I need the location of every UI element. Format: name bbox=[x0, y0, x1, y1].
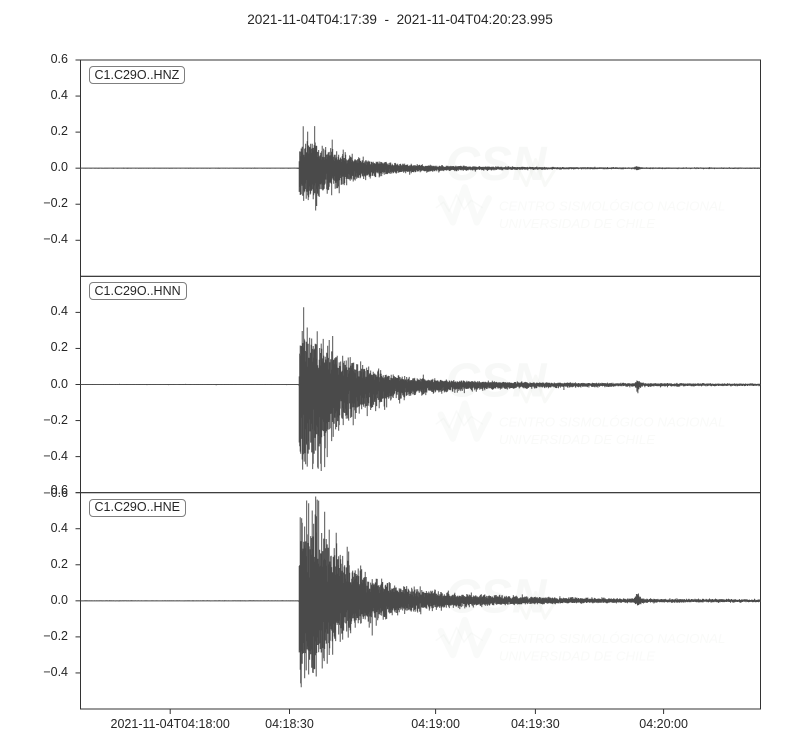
svg-text:CENTRO SISMOLÓGICO NACIONAL: CENTRO SISMOLÓGICO NACIONAL bbox=[499, 198, 726, 213]
svg-text:UNIVERSIDAD DE CHILE: UNIVERSIDAD DE CHILE bbox=[499, 432, 656, 447]
svg-text:CENTRO SISMOLÓGICO NACIONAL: CENTRO SISMOLÓGICO NACIONAL bbox=[499, 415, 726, 430]
svg-text:UNIVERSIDAD DE CHILE: UNIVERSIDAD DE CHILE bbox=[499, 216, 656, 231]
svg-text:CENTRO SISMOLÓGICO NACIONAL: CENTRO SISMOLÓGICO NACIONAL bbox=[499, 631, 726, 646]
svg-text:UNIVERSIDAD DE CHILE: UNIVERSIDAD DE CHILE bbox=[499, 649, 656, 664]
